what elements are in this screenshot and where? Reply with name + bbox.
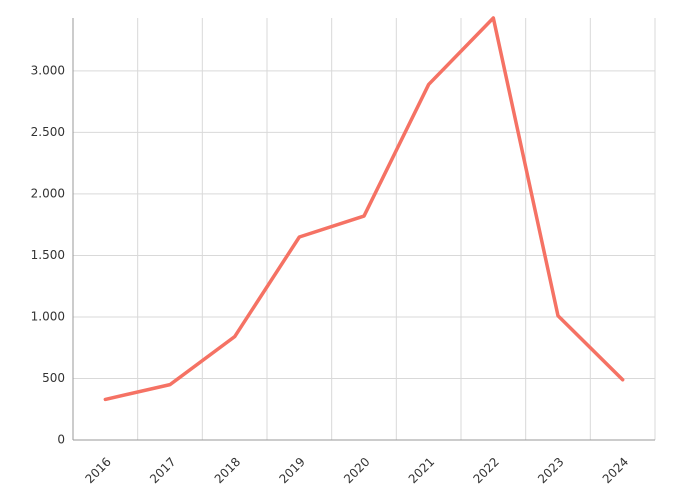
x-tick-label: 2023: [535, 455, 566, 486]
y-tick-label: 1.000: [31, 309, 65, 323]
x-tick-label: 2021: [406, 455, 437, 486]
x-tick-label: 2016: [82, 455, 113, 486]
x-tick-label: 2019: [276, 455, 307, 486]
y-tick-label: 3.000: [31, 63, 65, 77]
y-tick-label: 0: [57, 433, 65, 447]
y-tick-label: 500: [42, 371, 65, 385]
x-tick-label: 2024: [600, 455, 631, 486]
x-tick-label: 2018: [212, 455, 243, 486]
line-series: [103, 16, 625, 402]
y-tick-label: 2.000: [31, 186, 65, 200]
y-tick-label: 1.500: [31, 248, 65, 262]
x-tick-label: 2020: [341, 455, 372, 486]
y-tick-label: 2.500: [31, 125, 65, 139]
x-tick-label: 2022: [470, 455, 501, 486]
x-tick-label: 2017: [147, 455, 178, 486]
